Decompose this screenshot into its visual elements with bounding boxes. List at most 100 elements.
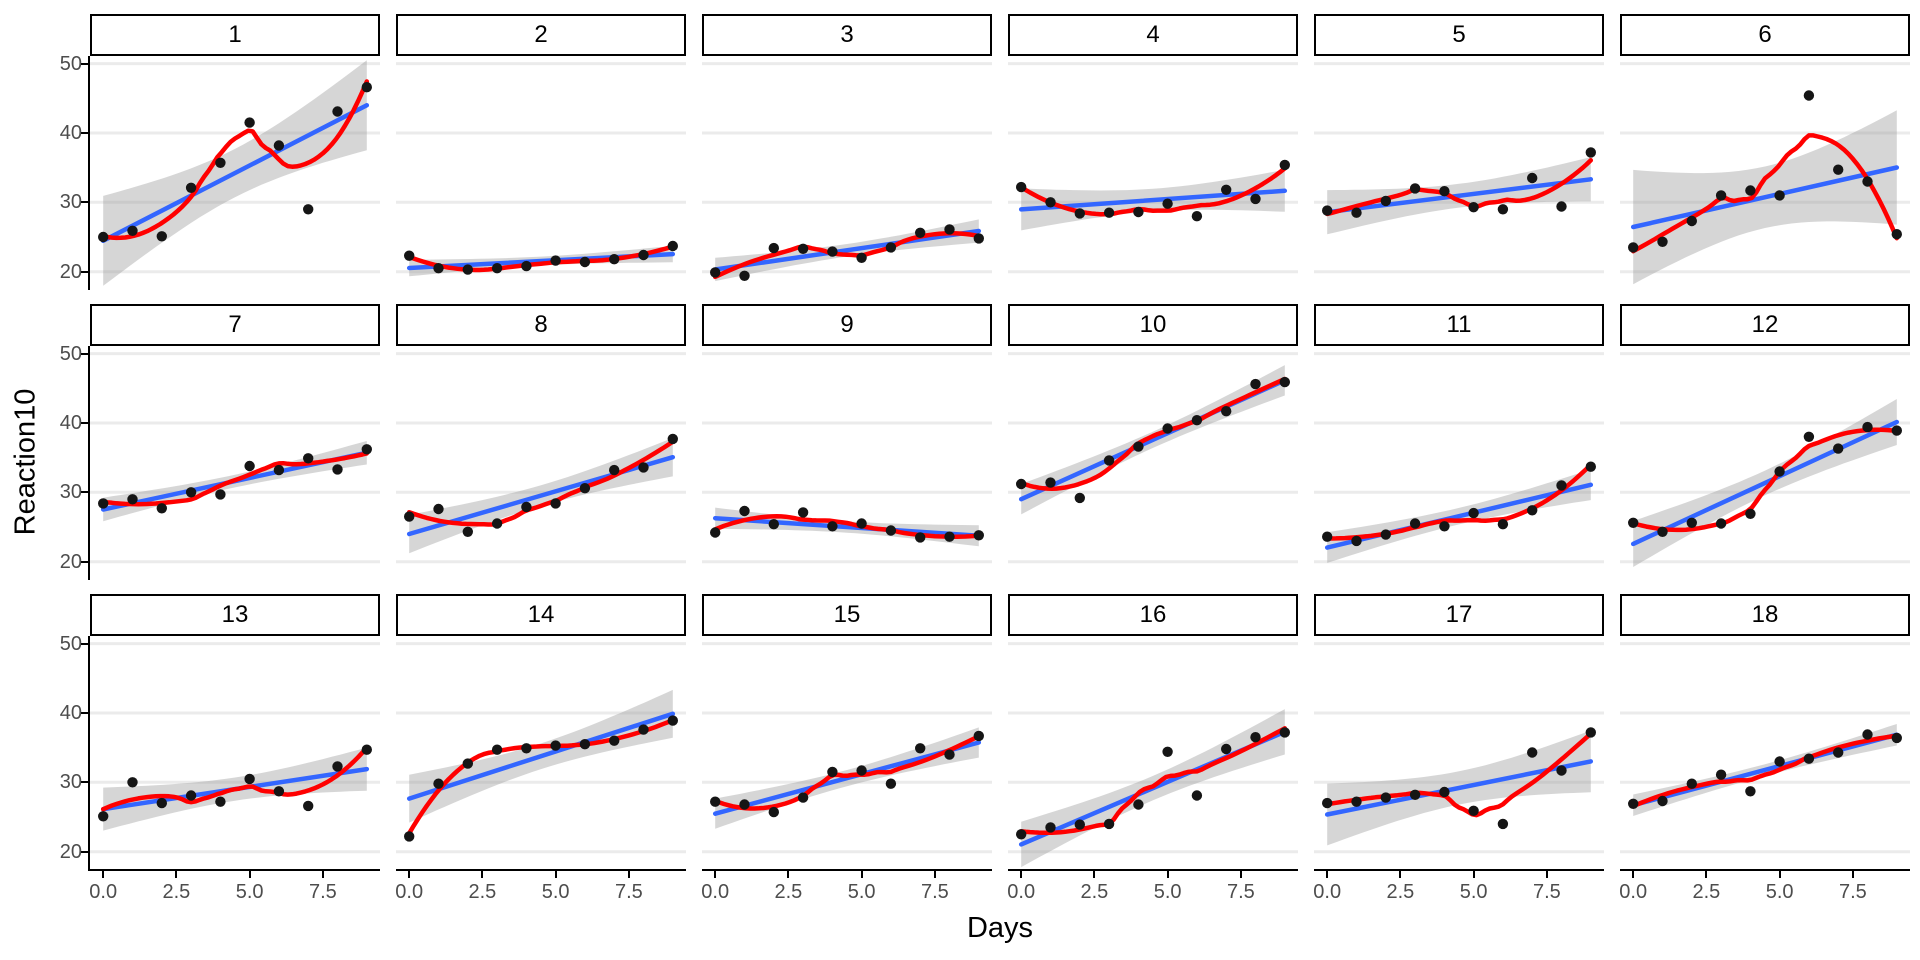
x-tick-mark — [1545, 871, 1548, 878]
data-point — [1045, 197, 1056, 208]
data-point — [1774, 466, 1785, 477]
facet-strip: 4 — [1008, 14, 1298, 56]
facet-panel — [396, 56, 686, 289]
data-point — [638, 462, 649, 473]
facet-strip: 12 — [1620, 304, 1910, 346]
data-point — [579, 483, 591, 494]
x-axis-line — [1008, 869, 1298, 871]
facet-panel-canvas — [90, 352, 380, 564]
y-tick-mark — [81, 711, 88, 714]
data-point — [156, 231, 167, 242]
data-point — [332, 464, 343, 475]
x-tick-mark — [248, 871, 251, 878]
data-point — [1715, 190, 1727, 201]
facet-strip-label: 16 — [1139, 601, 1167, 628]
facet-strip-label: 2 — [534, 21, 548, 48]
data-point — [1191, 211, 1203, 222]
data-point — [1497, 519, 1509, 530]
x-tick-label: 7.5 — [920, 881, 949, 903]
x-tick-mark — [554, 871, 557, 878]
data-point — [856, 518, 867, 529]
y-tick-label: 20 — [59, 840, 82, 863]
data-point — [550, 498, 561, 509]
data-point — [1715, 769, 1727, 780]
facet-panel — [702, 636, 992, 869]
y-tick-mark — [81, 491, 88, 494]
data-point — [1016, 829, 1027, 840]
y-tick-mark — [81, 201, 88, 204]
y-axis-line — [88, 56, 90, 290]
data-point — [1045, 822, 1056, 833]
facet-panel — [702, 56, 992, 289]
data-point — [739, 505, 750, 517]
data-point — [1351, 796, 1362, 807]
data-point — [579, 739, 591, 750]
data-point — [361, 744, 372, 755]
data-point — [797, 243, 809, 254]
x-axis-line — [396, 869, 686, 871]
x-tick-label: 5.0 — [847, 881, 876, 903]
data-point — [944, 531, 955, 542]
data-point — [404, 511, 415, 522]
y-tick-label: 40 — [59, 121, 82, 144]
data-point — [404, 250, 415, 261]
data-point — [1527, 505, 1538, 516]
loess-curve — [406, 717, 676, 836]
x-tick-label: 0.0 — [89, 881, 118, 903]
data-point — [1527, 172, 1538, 184]
data-point — [579, 256, 591, 268]
facet-panel-canvas — [396, 62, 686, 277]
data-point — [303, 204, 314, 215]
x-tick-label: 5.0 — [1153, 881, 1182, 903]
x-axis-line — [1314, 869, 1604, 871]
facet-panel — [1314, 56, 1604, 289]
facet-panel-canvas — [1620, 62, 1910, 285]
data-point — [1628, 517, 1639, 528]
data-point — [944, 749, 955, 760]
data-point — [1745, 786, 1756, 797]
data-point — [521, 260, 532, 272]
x-tick-label: 0.0 — [701, 881, 730, 903]
x-tick-mark — [1093, 871, 1096, 878]
y-tick-label: 40 — [59, 411, 82, 434]
data-point — [710, 796, 721, 807]
y-tick-mark — [81, 642, 88, 645]
facet-panel-canvas — [702, 62, 992, 282]
y-axis-line — [88, 636, 90, 871]
data-point — [550, 740, 561, 751]
data-point — [491, 263, 503, 274]
data-point — [1279, 727, 1290, 738]
x-tick-mark — [1472, 871, 1475, 878]
loess-curve — [712, 733, 982, 811]
loess-curve — [1324, 158, 1594, 217]
data-point — [1527, 747, 1538, 758]
data-point — [1409, 183, 1421, 194]
facet-strip-label: 17 — [1445, 601, 1473, 628]
data-point — [1322, 797, 1333, 809]
data-point — [1351, 207, 1362, 218]
data-point — [521, 743, 532, 754]
data-point — [433, 263, 444, 274]
data-point — [1351, 535, 1362, 547]
data-point — [1891, 732, 1902, 744]
data-point — [1074, 208, 1085, 219]
data-point — [1133, 206, 1144, 218]
data-point — [1628, 798, 1639, 809]
data-point — [1803, 431, 1815, 442]
facet-strip: 18 — [1620, 594, 1910, 636]
data-point — [1439, 521, 1450, 532]
y-tick-mark — [81, 850, 88, 853]
facet-strip: 9 — [702, 304, 992, 346]
loess-curve — [1630, 133, 1900, 254]
data-point — [667, 715, 678, 726]
data-point — [1162, 423, 1173, 434]
loess-curve — [1630, 733, 1900, 809]
facet-strip-label: 7 — [228, 311, 242, 338]
data-point — [127, 494, 138, 505]
facet-strip: 6 — [1620, 14, 1910, 56]
x-tick-mark — [175, 871, 178, 878]
data-point — [915, 227, 926, 238]
facet-strip: 8 — [396, 304, 686, 346]
facet-strip-label: 10 — [1139, 311, 1167, 338]
